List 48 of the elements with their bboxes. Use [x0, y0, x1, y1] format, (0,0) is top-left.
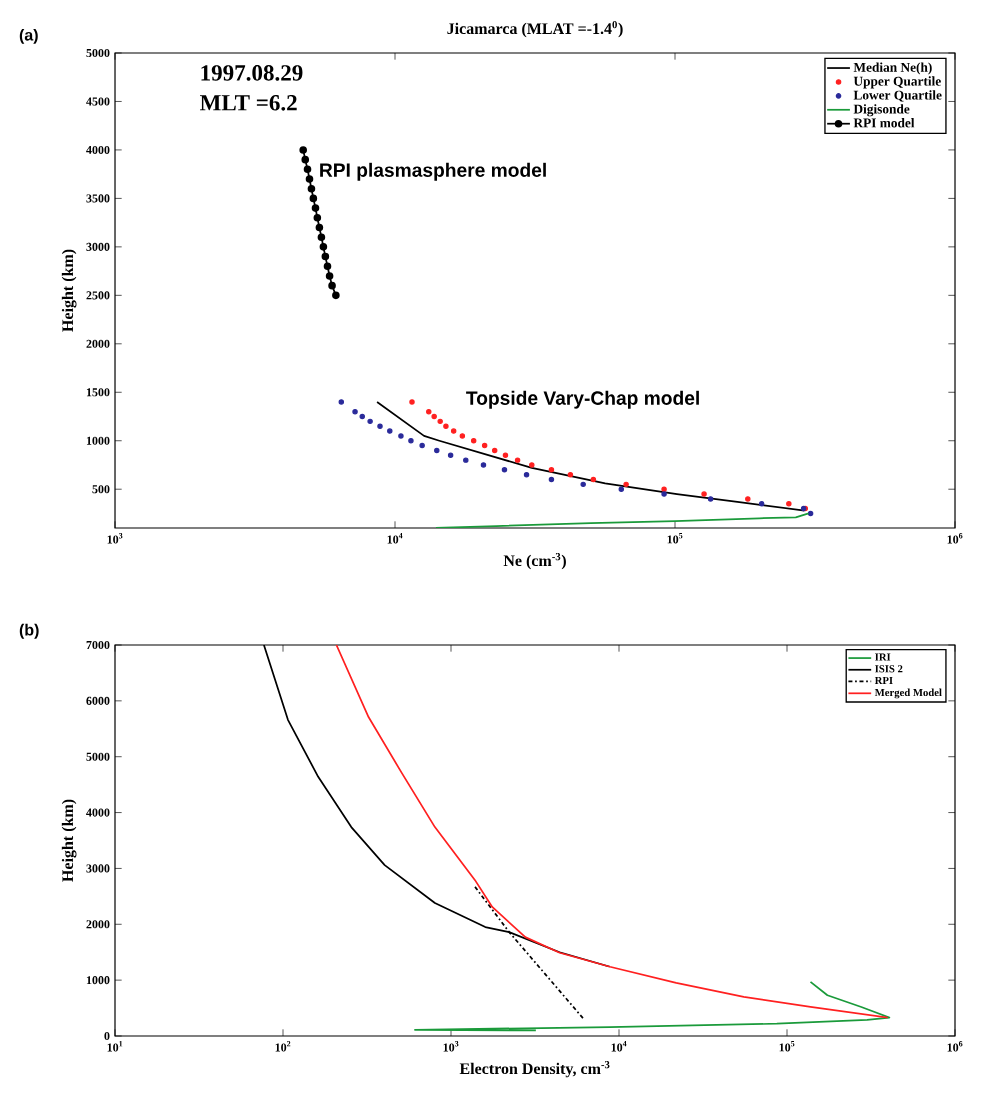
y-tick-label: 5000	[86, 48, 110, 58]
y-tick-label: 6000	[86, 696, 110, 705]
y-tick-label: 4500	[86, 97, 110, 106]
x-tick-label: 10$^{6}$	[947, 533, 963, 544]
y-tick-label: 5000	[86, 752, 110, 761]
y-tick-label: 1000	[86, 976, 110, 985]
y-tick-label: 7000	[86, 640, 110, 650]
y-tick-label: 2500	[86, 291, 110, 300]
legend-label: Lower Quartile	[853, 90, 942, 102]
text: (a)	[19, 28, 38, 44]
x-axis-title: Electron Density, cm$^{-3}$	[459, 1061, 610, 1078]
y-tick-label: 1000	[86, 436, 110, 445]
legend-label: Merged Model	[874, 688, 942, 699]
y-tick-label: 1500	[86, 388, 110, 397]
y-tick-label: 2000	[86, 339, 110, 348]
y-axis-title: Height (km)	[61, 249, 77, 332]
annotation: Topside Vary-Chap model	[466, 390, 699, 409]
x-tick-label: 10$^{6}$	[947, 1041, 963, 1052]
y-tick-label: 500	[92, 485, 110, 494]
x-tick-label: 10$^{4}$	[387, 533, 403, 544]
legend-label: Median Ne(h)	[853, 62, 932, 75]
legend-label: Digisonde	[853, 104, 910, 117]
y-tick-label: 2000	[86, 920, 110, 929]
y-tick-label: 3500	[86, 194, 110, 203]
legend-label: Upper Quartile	[853, 76, 941, 89]
y-axis-title: Height (km)	[61, 799, 77, 882]
chart-title: Jicamarca (MLAT =-1.4$^{0}$)	[447, 20, 623, 38]
text: (b)	[19, 623, 39, 639]
x-tick-label: 10$^{3}$	[107, 533, 123, 544]
x-tick-label: 10$^{5}$	[779, 1041, 795, 1052]
x-axis-title: Ne (cm$^{-3}$)	[503, 553, 566, 570]
y-tick-label: 3000	[86, 242, 110, 251]
y-tick-label: 0	[104, 1031, 110, 1041]
x-tick-label: 10$^{4}$	[611, 1041, 627, 1052]
x-tick-label: 10$^{5}$	[667, 533, 683, 544]
y-tick-label: 4000	[86, 808, 110, 817]
x-tick-label: 10$^{1}$	[107, 1041, 123, 1052]
annotation: RPI plasmasphere model	[320, 162, 546, 181]
legend-label: RPI model	[853, 118, 915, 128]
annotation: MLT =6.2	[200, 95, 297, 111]
annotation: 1997.08.29	[201, 65, 303, 81]
y-tick-label: 4000	[86, 145, 110, 154]
x-tick-label: 10$^{3}$	[443, 1041, 459, 1052]
legend-label: IRI	[875, 653, 891, 661]
legend-label: ISIS 2	[875, 665, 903, 673]
y-tick-label: 3000	[86, 864, 110, 873]
legend-label: RPI	[874, 676, 893, 684]
x-tick-label: 10$^{2}$	[275, 1041, 291, 1052]
